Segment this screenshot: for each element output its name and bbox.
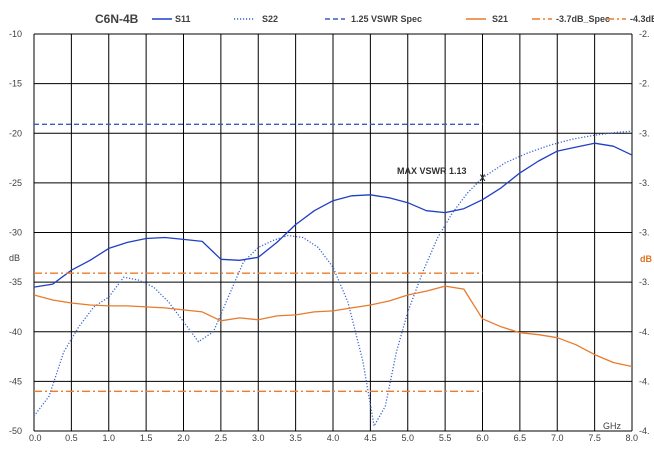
legend-label: -3.7dB_Spec (556, 14, 610, 24)
x-tick-label: 3.5 (289, 433, 302, 443)
series-lines (34, 123, 632, 427)
y2-tick-label: -3. (639, 128, 650, 138)
y-tick-label: -50 (9, 426, 22, 436)
legend-label: S11 (175, 14, 191, 24)
y-tick-label: -15 (9, 79, 22, 89)
x-tick-label: 3.0 (252, 433, 265, 443)
y-tick-label: -45 (9, 376, 22, 386)
chart-title: C6N-4B (95, 12, 139, 26)
y-axis-unit-left: dB (9, 253, 20, 263)
x-tick-label: 1.0 (102, 433, 115, 443)
y-tick-label: -10 (9, 29, 22, 39)
y2-tick-label: -3. (639, 277, 650, 287)
legend-label: S21 (492, 14, 508, 24)
y2-tick-label: -2. (639, 79, 650, 89)
y-tick-label: -40 (9, 327, 22, 337)
legend-label: 1.25 VSWR Spec (351, 14, 422, 24)
x-tick-label: 7.5 (588, 433, 601, 443)
y2-tick-label: -2. (639, 29, 650, 39)
x-tick-label: 0.5 (65, 433, 78, 443)
x-tick-label: 5.5 (439, 433, 452, 443)
y2-tick-label: -3. (639, 178, 650, 188)
series-line-s11 (34, 142, 632, 288)
x-tick-label: 2.5 (215, 433, 228, 443)
y2-tick-label: -4. (639, 327, 650, 337)
x-tick-label: 5.0 (401, 433, 414, 443)
series-line-s21 (34, 285, 632, 368)
series-line-s22 (34, 130, 632, 427)
y-axis-unit-right: dB (640, 254, 652, 264)
x-tick-label: 6.5 (514, 433, 527, 443)
max-vswr-annotation: MAX VSWR 1.13 (397, 166, 467, 176)
y-tick-label: -20 (9, 128, 22, 138)
y-tick-label: -30 (9, 228, 22, 238)
x-tick-label: 4.5 (364, 433, 377, 443)
legend-label: S22 (262, 14, 278, 24)
x-tick-label: 8.0 (625, 433, 638, 443)
y2-tick-label: -4. (639, 376, 650, 386)
y-tick-label: -25 (9, 178, 22, 188)
legend-label: -4.3dB_Spec (630, 14, 654, 24)
x-tick-label: 7.0 (551, 433, 564, 443)
x-tick-label: 1.5 (140, 433, 153, 443)
x-axis-unit: GHz (603, 421, 622, 431)
x-tick-label: 2.0 (177, 433, 190, 443)
y2-tick-label: -3. (639, 228, 650, 238)
y2-tick-labels: -2. -2. -3. -3. -3. -3. -4. -4. -4. (639, 29, 650, 436)
x-tick-label: 4.0 (327, 433, 340, 443)
legend: S11 S22 1.25 VSWR Spec S21 -3.7dB_Spec -4.3dB… (152, 14, 654, 24)
y-tick-labels: -10 -15 -20 -25 -30 -35 -40 -45 -50 (9, 29, 22, 436)
x-tick-label: 0.0 (29, 433, 42, 443)
max-vswr-marker: X (480, 173, 486, 183)
grid (33, 33, 633, 432)
y2-tick-label: -4. (639, 426, 650, 436)
x-tick-label: 6.0 (476, 433, 489, 443)
y-tick-label: -35 (9, 277, 22, 287)
x-tick-labels: 0.0 0.5 1.0 1.5 2.0 2.5 3.0 3.5 4.0 4.5 5.0 5.5 6.0 6… (29, 433, 638, 443)
